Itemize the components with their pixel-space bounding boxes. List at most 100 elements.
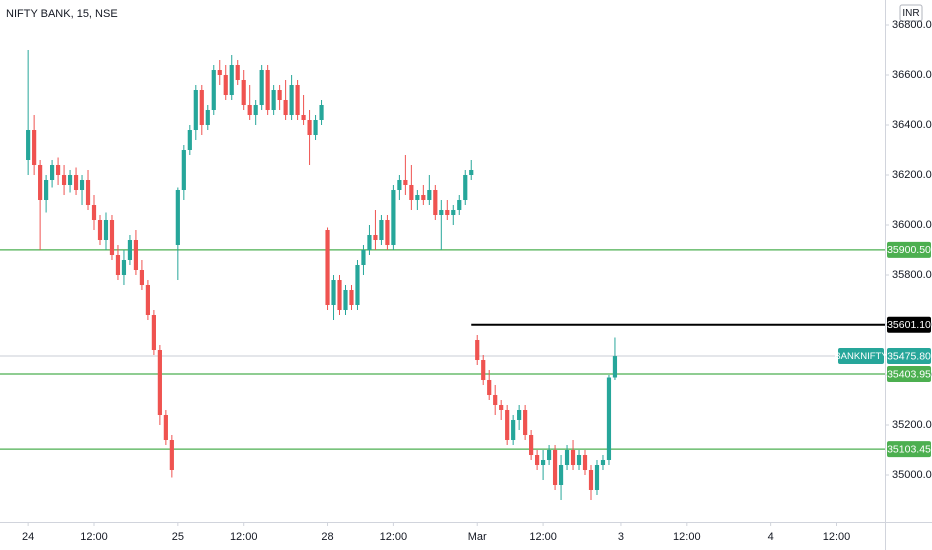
candle-body (403, 180, 408, 185)
candle-body (85, 180, 91, 205)
candle-body (199, 90, 204, 125)
candle-body (277, 90, 282, 100)
candle-body (588, 470, 594, 490)
level-box (887, 316, 931, 333)
candle-body (331, 280, 336, 305)
candle-body (517, 410, 522, 420)
candle-body (552, 450, 558, 485)
last-price-label: 35475.80 (887, 350, 931, 362)
x-tick-label: 12:00 (529, 531, 557, 543)
y-tick-label: 36200.00 (892, 169, 932, 181)
x-tick-label: 28 (321, 531, 333, 543)
level-box (887, 241, 931, 258)
candle-body (463, 175, 468, 200)
candle-body (229, 65, 234, 95)
level-label: 35103.45 (887, 443, 931, 455)
x-tick-label: Mar (468, 531, 487, 543)
symbol-label: BANKNIFTY (834, 351, 888, 362)
candle-body (187, 130, 192, 150)
candle-body (253, 105, 258, 115)
candle-body (271, 90, 276, 110)
candle-body (109, 220, 115, 255)
candle-body (247, 105, 252, 115)
candle-body (325, 230, 330, 305)
candle-body (487, 380, 492, 395)
candle-body (235, 65, 240, 80)
candle-body (193, 90, 198, 130)
x-tick-label: 12:00 (673, 531, 701, 543)
candle-body (427, 190, 432, 200)
candle-body (523, 410, 528, 435)
candle-body (546, 450, 552, 460)
candle-body (61, 175, 67, 185)
candle-body (576, 455, 582, 465)
y-tick-label: 36800.00 (892, 19, 932, 31)
candle-body (67, 175, 73, 185)
candle-body (600, 460, 606, 465)
candle-body (564, 450, 570, 465)
candle-body (91, 205, 97, 220)
candle-body (223, 75, 228, 95)
x-tick-label: 12:00 (823, 531, 851, 543)
candle-body (205, 110, 210, 125)
candle-body (343, 290, 348, 310)
y-tick-label: 36400.00 (892, 119, 932, 131)
x-tick-label: 24 (22, 531, 34, 543)
candle-body (115, 255, 121, 275)
x-tick-label: 12:00 (230, 531, 258, 543)
candle-body (181, 150, 186, 190)
candle-body (529, 435, 534, 455)
candle-body (163, 415, 168, 440)
candle-body (307, 120, 312, 135)
candle-body (445, 210, 450, 215)
candle-body (540, 460, 546, 465)
y-tick-label: 35200.00 (892, 419, 932, 431)
candle-body (373, 235, 378, 240)
candle-body (433, 190, 438, 215)
candle-body (151, 315, 156, 350)
candle-body (367, 235, 372, 250)
candle-body (379, 220, 384, 240)
currency[interactable]: INR (902, 8, 919, 19)
candle-body (103, 220, 109, 240)
candle-body (26, 130, 31, 160)
candle-body (301, 115, 306, 120)
x-tick-label: 3 (618, 531, 624, 543)
x-tick-label: 25 (172, 531, 184, 543)
candle-body (535, 455, 540, 465)
candle-body (499, 405, 504, 410)
candle-body (217, 70, 222, 75)
level-box (887, 366, 931, 383)
candle-body (361, 250, 366, 265)
candle-body (612, 356, 618, 378)
candle-body (319, 105, 324, 120)
candle-body (55, 165, 61, 175)
candle-body (44, 180, 49, 200)
y-tick-label: 35000.00 (892, 469, 932, 481)
currency-box[interactable] (899, 4, 923, 22)
candle-body (481, 360, 486, 380)
y-tick-label: 35800.00 (892, 269, 932, 281)
candle-body (439, 210, 444, 215)
candle-body (121, 260, 127, 275)
candle-body (469, 170, 474, 175)
candle-body (409, 185, 414, 200)
candle-body (570, 450, 576, 465)
candle-body (385, 220, 390, 245)
level-box (887, 441, 931, 458)
level-label: 35403.95 (887, 368, 931, 380)
candle-body (169, 440, 174, 470)
x-tick-label: 4 (768, 531, 774, 543)
candle-body (289, 85, 294, 115)
chart-title: NIFTY BANK, 15, NSE (6, 8, 118, 20)
candle-body (391, 190, 396, 245)
x-tick-label: 12:00 (380, 531, 408, 543)
candle-body (175, 190, 180, 245)
y-tick-label: 36000.00 (892, 219, 932, 231)
candle-body (505, 410, 510, 440)
candle-body (475, 340, 480, 360)
candle-body (511, 420, 516, 440)
candle-body (457, 200, 462, 210)
candle-body (451, 210, 456, 215)
